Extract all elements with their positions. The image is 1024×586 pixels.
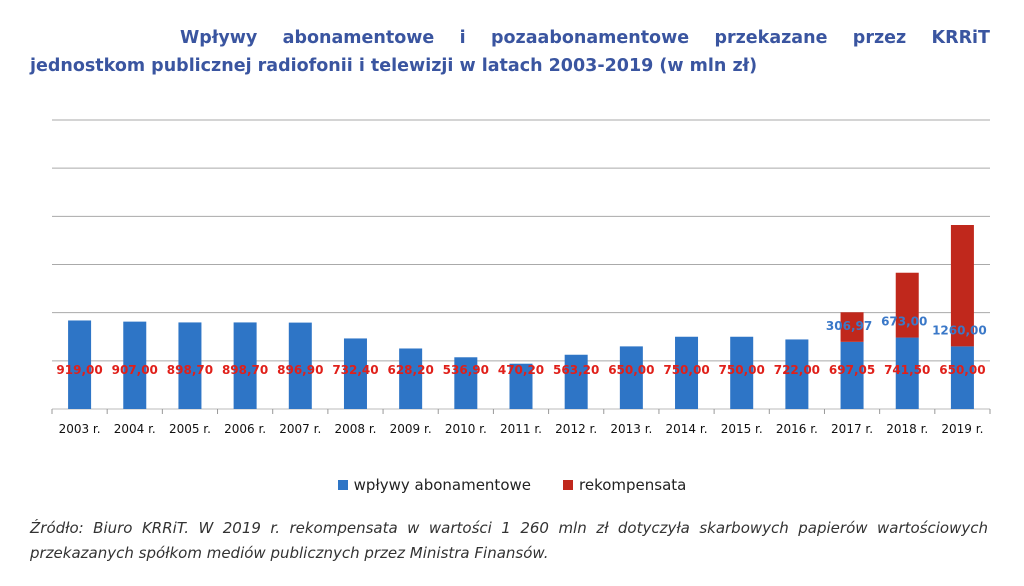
legend-item-wplywy: wpływy abonamentowe	[337, 476, 531, 494]
x-tick-label: 2004 r.	[114, 422, 156, 436]
x-tick-label: 2010 r.	[445, 422, 487, 436]
bar-wplywy-12	[730, 336, 754, 409]
bar-wplywy-16	[950, 346, 974, 409]
data-label-wplywy: 650,00	[939, 363, 985, 377]
data-label-wplywy: 470,20	[498, 363, 544, 377]
legend-item-rekompensata: rekompensata	[563, 476, 686, 494]
bar-wplywy-0	[68, 320, 92, 409]
x-tick-label: 2012 r.	[555, 422, 597, 436]
stacked-bar-chart: 2003 r. 919,00 2004 r. 907,00 2005 r. 898,70 2…	[51, 119, 991, 436]
bar-rekompensata-14	[840, 312, 864, 342]
x-tick-label: 2014 r.	[666, 422, 708, 436]
legend-label-wplywy: wpływy abonamentowe	[353, 476, 531, 494]
data-label-wplywy: 563,20	[553, 363, 599, 377]
chart-title-line-2: jednostkom publicznej radiofonii i telew…	[30, 56, 758, 76]
data-label-wplywy: 907,00	[112, 363, 158, 377]
x-tick-label: 2005 r.	[169, 422, 211, 436]
bar-wplywy-4	[288, 322, 312, 409]
data-label-rekompensata: 673,00	[881, 315, 927, 329]
legend-label-rekompensata: rekompensata	[579, 476, 687, 494]
chart-title: Wpływy abonamentowe i pozaabonamentowe p…	[30, 24, 990, 80]
bar-rekompensata-16	[950, 225, 974, 347]
chart-title-line-1: Wpływy abonamentowe i pozaabonamentowe p…	[180, 28, 990, 48]
bar-wplywy-3	[233, 322, 257, 409]
source-note: Źródło: Biuro KRRiT. W 2019 r. rekompens…	[30, 519, 988, 562]
x-tick-label: 2003 r.	[59, 422, 101, 436]
bar-wplywy-10	[619, 346, 643, 409]
bar-wplywy-1	[123, 321, 147, 409]
x-tick-label: 2015 r.	[721, 422, 763, 436]
data-label-wplywy: 650,00	[608, 363, 654, 377]
data-label-wplywy: 898,70	[222, 363, 268, 377]
bar-wplywy-15	[895, 337, 919, 409]
data-label-wplywy: 898,70	[167, 363, 213, 377]
x-tick-label: 2006 r.	[224, 422, 266, 436]
bar-wplywy-5	[343, 338, 367, 409]
bar-wplywy-7	[454, 357, 478, 409]
data-label-wplywy: 628,20	[387, 363, 433, 377]
data-label-rekompensata: 1260,00	[932, 323, 987, 337]
data-label-wplywy: 750,00	[663, 363, 709, 377]
data-label-wplywy: 741,50	[884, 363, 930, 377]
x-tick-label: 2016 r.	[776, 422, 818, 436]
data-label-wplywy: 732,40	[332, 363, 378, 377]
data-label-wplywy: 750,00	[719, 363, 765, 377]
bar-wplywy-6	[399, 348, 423, 409]
data-label-wplywy: 697,05	[829, 363, 875, 377]
bar-wplywy-8	[509, 363, 533, 409]
x-tick-label: 2009 r.	[390, 422, 432, 436]
x-tick-label: 2017 r.	[831, 422, 873, 436]
bar-wplywy-14	[840, 341, 864, 409]
bar-wplywy-2	[178, 322, 202, 409]
legend-swatch-red	[563, 480, 573, 490]
bar-rekompensata-15	[895, 272, 919, 338]
data-label-wplywy: 536,90	[443, 363, 489, 377]
x-tick-label: 2008 r.	[334, 422, 376, 436]
legend-swatch-blue	[337, 480, 348, 490]
x-tick-label: 2018 r.	[886, 422, 928, 436]
x-tick-label: 2013 r.	[610, 422, 652, 436]
data-label-wplywy: 896,90	[277, 363, 323, 377]
data-label-wplywy: 722,00	[774, 363, 820, 377]
data-label-wplywy: 919,00	[56, 363, 102, 377]
x-tick-label: 2011 r.	[500, 422, 542, 436]
data-label-rekompensata: 306,97	[826, 319, 872, 333]
chart-legend: wpływy abonamentowe rekompensata	[0, 474, 1024, 496]
x-tick-label: 2019 r.	[941, 422, 983, 436]
bar-wplywy-13	[785, 339, 809, 409]
bar-wplywy-9	[564, 354, 588, 409]
x-tick-label: 2007 r.	[279, 422, 321, 436]
bar-wplywy-11	[675, 336, 699, 409]
